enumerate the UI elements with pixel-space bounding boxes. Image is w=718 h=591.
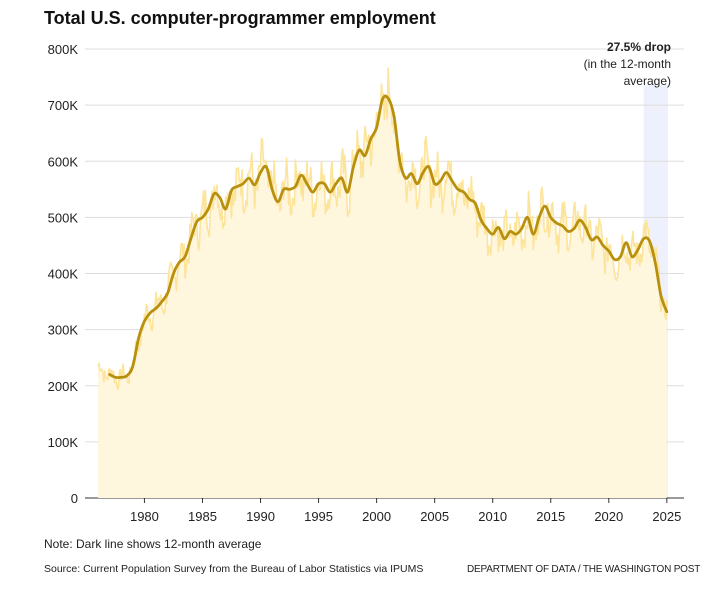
y-tick-label: 700K xyxy=(48,98,79,113)
y-tick-label: 300K xyxy=(48,323,79,338)
x-tick-label: 2005 xyxy=(420,509,449,524)
average-series-line xyxy=(108,94,669,379)
y-tick-label: 400K xyxy=(48,267,79,282)
y-tick-label: 100K xyxy=(48,435,79,450)
y-tick-label: 200K xyxy=(48,379,79,394)
annotation-line-3: average) xyxy=(624,74,671,88)
chart-source: Source: Current Population Survey from t… xyxy=(44,563,424,575)
x-tick-label: 2010 xyxy=(478,509,507,524)
x-tick-label: 2015 xyxy=(536,509,565,524)
x-tick-label: 1990 xyxy=(246,509,275,524)
x-tick-label: 1985 xyxy=(188,509,217,524)
area-fill xyxy=(98,68,667,498)
y-tick-label: 800K xyxy=(48,42,79,57)
x-tick-label: 1995 xyxy=(304,509,333,524)
annotation-line-1: 27.5% drop xyxy=(607,40,671,54)
x-tick-label: 2000 xyxy=(362,509,391,524)
chart-credit: DEPARTMENT OF DATA / THE WASHINGTON POST xyxy=(467,564,701,575)
chart-note: Note: Dark line shows 12-month average xyxy=(44,537,262,551)
x-axis-ticks: 1980 1985 1990 1995 2000 2005 2010 2015 2020 2025 xyxy=(130,498,681,524)
y-tick-label: 600K xyxy=(48,154,79,169)
y-tick-label: 500K xyxy=(48,210,79,225)
chart-title: Total U.S. computer-programmer employmen… xyxy=(44,8,436,28)
x-tick-label: 1980 xyxy=(130,509,159,524)
x-tick-label: 2020 xyxy=(594,509,623,524)
y-axis-ticks: 0 100K 200K 300K 400K 500K 600K 700K 800K xyxy=(48,42,79,506)
annotation-line-2: (in the 12-month xyxy=(584,57,671,71)
y-tick-label: 0 xyxy=(71,491,78,506)
x-tick-label: 2025 xyxy=(652,509,681,524)
